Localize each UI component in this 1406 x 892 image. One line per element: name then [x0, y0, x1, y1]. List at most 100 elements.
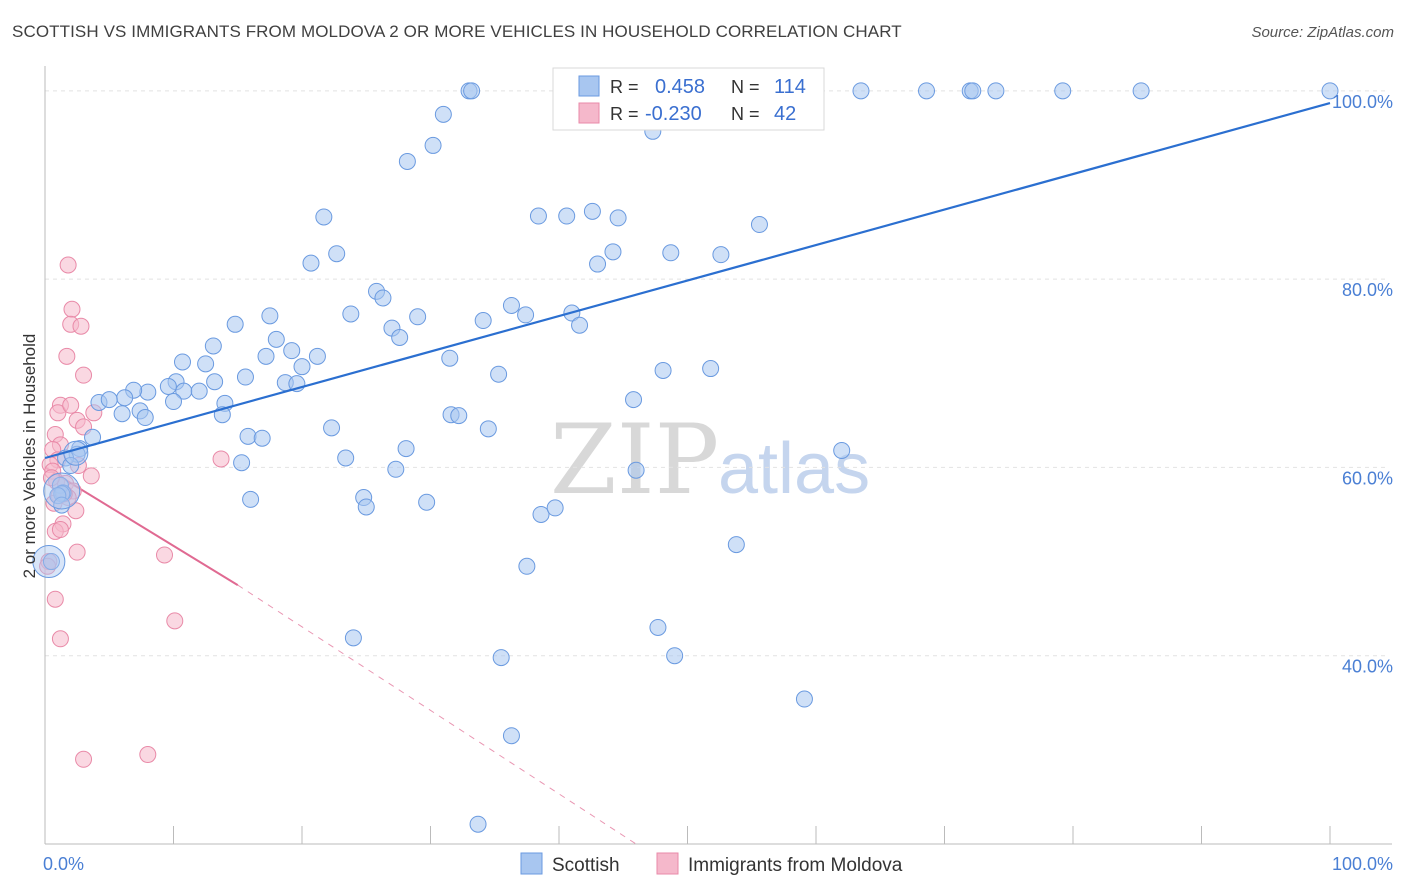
scottish-point — [308, 347, 326, 365]
moldova-point — [59, 256, 77, 274]
scottish-point — [852, 82, 870, 100]
tick-labels: 40.0% 60.0% 80.0% 100.0% 0.0% 100.0% — [43, 92, 1393, 874]
bottom-legend-swatch-scottish — [520, 852, 543, 875]
scottish-point — [964, 82, 982, 100]
scottish-point — [532, 505, 550, 523]
scottish-point — [662, 244, 680, 262]
scottish-point — [398, 152, 416, 170]
scottish-point-cluster — [32, 545, 66, 579]
scottish-point — [918, 82, 936, 100]
scottish-point-cluster — [43, 472, 81, 510]
legend-n-value-moldova: 42 — [774, 103, 796, 125]
scottish-point — [529, 207, 547, 225]
moldova-point — [156, 546, 174, 564]
moldova-points — [39, 256, 230, 768]
scottish-point-cluster — [63, 440, 89, 466]
scottish-point — [604, 243, 622, 261]
y-tick-label: 100.0% — [1332, 92, 1393, 112]
scottish-point — [283, 342, 301, 360]
moldova-point — [212, 450, 230, 468]
scottish-point — [374, 289, 392, 307]
scottish-point — [502, 727, 520, 745]
watermark-atlas: atlas — [718, 429, 870, 509]
scottish-point — [204, 337, 222, 355]
moldova-point — [51, 521, 69, 539]
watermark: ZIP atlas — [550, 404, 870, 516]
chart-title: SCOTTISH VS IMMIGRANTS FROM MOLDOVA 2 OR… — [12, 22, 902, 41]
watermark-zip: ZIP — [550, 404, 719, 516]
legend-r-value-moldova: -0.230 — [645, 103, 702, 125]
chart-source: Source: ZipAtlas.com — [1251, 24, 1394, 41]
scottish-point — [795, 690, 813, 708]
scottish-point — [625, 391, 643, 409]
scottish-point — [654, 361, 672, 379]
scottish-point — [242, 490, 260, 508]
scottish-point — [206, 373, 224, 391]
scottish-point — [165, 393, 182, 411]
scottish-point — [116, 389, 134, 407]
scottish-point — [387, 460, 405, 478]
scottish-point — [583, 202, 601, 220]
moldova-point — [82, 467, 100, 485]
scottish-point — [518, 557, 536, 575]
scottish-point — [342, 305, 360, 323]
legend-n-label-moldova: N = — [731, 104, 760, 124]
scottish-point — [391, 328, 409, 346]
scottish-point — [257, 347, 275, 365]
scottish-point — [233, 454, 251, 472]
moldova-point — [68, 543, 86, 561]
scottish-point — [323, 419, 341, 437]
scottish-point — [357, 498, 375, 516]
bottom-legend-label-moldova: Immigrants from Moldova — [688, 855, 903, 876]
scottish-point — [474, 312, 492, 330]
scottish-point — [197, 355, 215, 373]
legend-n-label-scottish: N = — [731, 77, 760, 97]
scottish-point — [1321, 82, 1339, 100]
scottish-point — [236, 368, 254, 386]
moldova-point — [75, 366, 93, 384]
scottish-point — [490, 365, 508, 383]
scottish-point — [302, 254, 320, 272]
scottish-point — [136, 409, 154, 427]
scottish-point — [450, 407, 468, 425]
legend-box: R = 0.458 N = 114 R = -0.230 N = 42 — [552, 67, 825, 131]
moldova-trend-extension — [237, 584, 637, 845]
scottish-point — [712, 246, 730, 264]
scottish-point — [463, 82, 481, 100]
scottish-point — [267, 330, 285, 348]
scottish-point — [42, 553, 60, 571]
legend-swatch-moldova — [578, 102, 600, 124]
bottom-legend: Scottish Immigrants from Moldova — [520, 852, 903, 876]
scottish-point — [750, 216, 768, 234]
scottish-point — [397, 440, 415, 458]
scottish-point — [627, 461, 645, 479]
legend-r-value-scottish: 0.458 — [655, 76, 705, 98]
scottish-trend-group — [44, 102, 1331, 460]
y-tick-label: 40.0% — [1342, 657, 1393, 677]
y-tick-label: 60.0% — [1342, 468, 1393, 488]
scottish-point — [328, 245, 346, 263]
scottish-point — [418, 493, 436, 511]
scottish-point — [100, 391, 118, 409]
moldova-point — [49, 404, 67, 422]
legend-r-label-scottish: R = — [610, 77, 639, 97]
scottish-point — [571, 316, 589, 334]
scottish-point — [226, 315, 244, 333]
scottish-point — [344, 629, 362, 647]
scottish-point — [546, 499, 564, 517]
scottish-point — [517, 306, 535, 324]
scottish-trend-line — [44, 102, 1331, 460]
x-tick-label: 100.0% — [1332, 854, 1393, 874]
scottish-point — [337, 449, 355, 467]
scottish-point — [441, 349, 459, 367]
scottish-point — [609, 209, 627, 227]
moldova-point — [139, 746, 157, 764]
scottish-point — [649, 618, 667, 636]
scottish-point — [253, 429, 271, 447]
axes — [44, 66, 1392, 845]
moldova-point — [58, 347, 76, 365]
scottish-point — [434, 105, 452, 123]
scottish-point — [173, 353, 191, 371]
moldova-point — [166, 612, 184, 630]
